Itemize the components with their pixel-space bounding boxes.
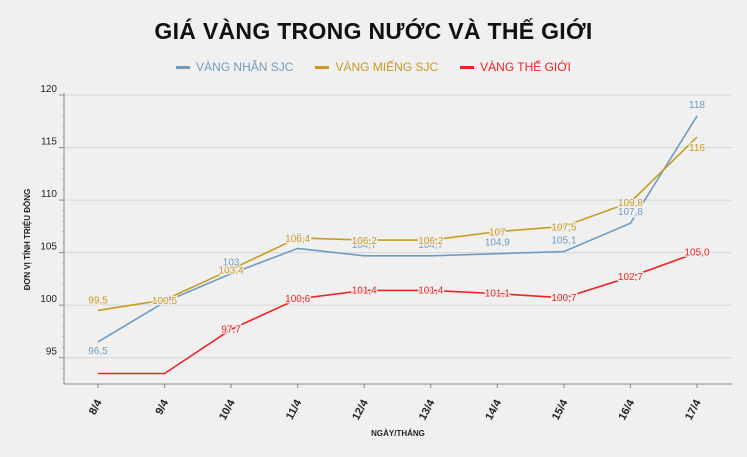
y-tick-label: 110	[41, 189, 57, 200]
data-label: 100,5	[152, 296, 177, 307]
data-labels: 96,5 103 105,4 104,7 104,7 104,9 105,1 107,8 118…	[87, 99, 711, 358]
x-tick-label: 8/4	[87, 397, 105, 417]
data-label: 106,2	[418, 236, 443, 247]
grid-lines	[64, 94, 732, 359]
legend-swatch-vang-the-gioi	[460, 65, 475, 69]
y-axis-title: ĐƠN VỊ TÍNH TRIỆU ĐỒNG	[22, 189, 32, 291]
y-tick-label: 100	[40, 294, 57, 305]
axes: 95 100 105 110 115 120 8/4 9/4 10/4 11/4 12/4 13/4 1…	[40, 84, 732, 422]
legend-label-vang-nhan-sjc: VÀNG NHẪN SJC	[196, 60, 294, 74]
series-line-2	[98, 251, 698, 375]
data-label: 105,1	[551, 236, 576, 247]
x-tick-label: 14/4	[483, 397, 504, 422]
series-line-0	[97, 115, 698, 343]
series-lines	[97, 115, 698, 375]
x-tick-label: 16/4	[616, 397, 637, 422]
legend-item-vang-the-gioi: VÀNG THẾ GIỚI	[460, 60, 571, 74]
legend-swatch-vang-nhan-sjc	[176, 65, 191, 69]
x-tick-label: 17/4	[683, 397, 704, 422]
x-tick-label: 9/4	[153, 397, 171, 417]
data-label: 101,1	[485, 289, 510, 300]
data-label: 109,8	[618, 198, 643, 209]
x-tick-label: 15/4	[550, 397, 571, 422]
data-label: 105,4	[285, 232, 310, 243]
data-label: 102,7	[618, 272, 643, 283]
data-label: 107	[489, 228, 506, 239]
y-tick-label: 105	[40, 242, 57, 253]
data-label: 106,2	[352, 236, 377, 247]
data-label: 100,6	[285, 294, 310, 305]
x-tick-label: 10/4	[217, 397, 238, 422]
y-tick-label: 120	[40, 84, 57, 95]
data-label: 97,7	[221, 324, 241, 335]
data-label: 100,7	[551, 293, 576, 304]
legend: VÀNG NHẪN SJC VÀNG MIẾNG SJC VÀNG THẾ GI…	[0, 60, 747, 74]
series-line-1	[97, 136, 698, 312]
x-tick-label: 12/4	[350, 397, 371, 422]
data-label: 104,9	[485, 238, 510, 249]
legend-swatch-vang-mieng-sjc	[315, 65, 330, 69]
legend-item-vang-mieng-sjc: VÀNG MIẾNG SJC	[315, 60, 438, 74]
data-label: 96,5	[88, 346, 108, 357]
data-label: 104,7	[352, 240, 377, 251]
data-label: 101,4	[352, 285, 377, 296]
legend-label-vang-mieng-sjc: VÀNG MIẾNG SJC	[335, 60, 439, 74]
data-label: 103	[223, 258, 240, 269]
x-axis-title: NGÀY/THÁNG	[371, 429, 425, 438]
data-label: 99,5	[88, 295, 108, 306]
data-label: 116	[689, 143, 705, 154]
data-label: 101,4	[418, 285, 443, 296]
data-label: 106,4	[285, 234, 310, 245]
data-label: 107,5	[551, 222, 576, 233]
data-label: 105,0	[684, 248, 709, 259]
data-label: 118	[689, 100, 705, 111]
y-tick-label: 95	[46, 347, 58, 358]
y-tick-label: 115	[41, 137, 57, 148]
data-label: 103,4	[219, 265, 244, 276]
x-tick-label: 11/4	[284, 397, 305, 422]
legend-label-vang-the-gioi: VÀNG THẾ GIỚI	[480, 60, 571, 74]
legend-item-vang-nhan-sjc: VÀNG NHẪN SJC	[176, 60, 293, 74]
data-label: 107,8	[618, 207, 643, 218]
chart-title: GIÁ VÀNG TRONG NƯỚC VÀ THẾ GIỚI	[154, 18, 593, 44]
data-label: 104,7	[418, 240, 443, 251]
x-tick-label: 13/4	[417, 397, 438, 422]
